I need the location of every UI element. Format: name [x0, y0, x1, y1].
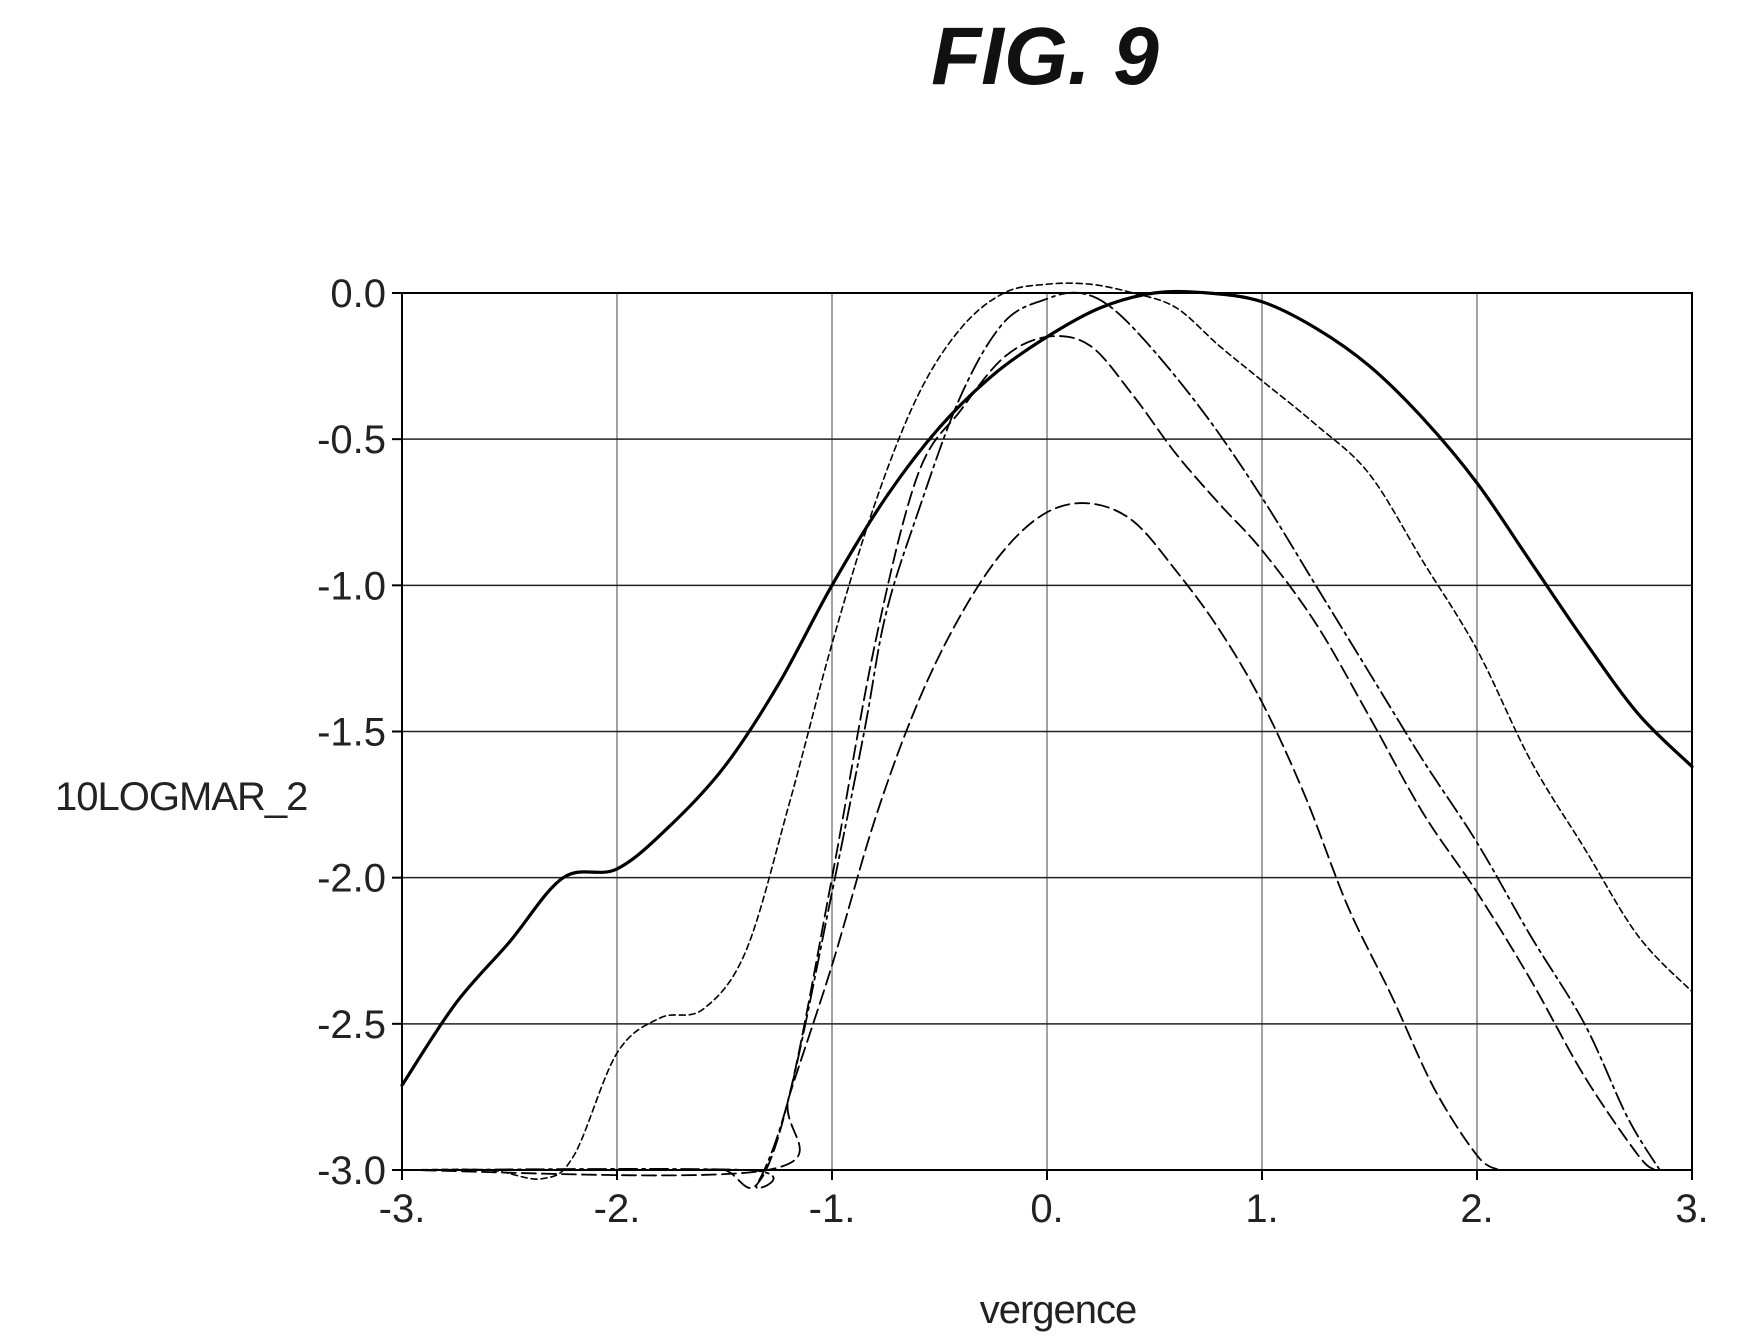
x-tick-label: 3. — [1675, 1187, 1708, 1231]
y-tick-label: -2.0 — [317, 857, 386, 901]
y-tick-label: -3.0 — [317, 1149, 386, 1193]
series-line-1 — [400, 289, 1694, 1087]
plot-frame — [401, 292, 1693, 1171]
y-tick-label: 0.0 — [330, 272, 386, 316]
grid-lines — [392, 292, 1693, 1180]
x-tick-label: -3. — [379, 1187, 426, 1231]
x-tick-label: -1. — [809, 1187, 856, 1231]
series-layer — [400, 282, 1694, 1189]
y-tick-label: -1.5 — [317, 711, 386, 755]
series-line-4 — [401, 291, 1661, 1189]
x-tick-label: 0. — [1030, 1187, 1063, 1231]
y-tick-label: -0.5 — [317, 418, 386, 462]
y-tick-label: -1.0 — [317, 564, 386, 608]
series-line-2 — [401, 282, 1693, 1180]
figure-title: FIG. 9 — [931, 11, 1159, 102]
y-axis-label: 10LOGMAR_2 — [55, 775, 308, 819]
y-tick-label: -2.5 — [317, 1003, 386, 1047]
x-tick-label: 2. — [1460, 1187, 1493, 1231]
tick-labels: -3. -2. -1. 0. 1. 2. 3. 0.0 -0.5 -1.0 -1.5 -2.0 -2.5… — [317, 272, 1709, 1231]
series-line-3 — [401, 335, 1657, 1189]
x-tick-label: 1. — [1245, 1187, 1278, 1231]
x-tick-label: -2. — [594, 1187, 641, 1231]
x-axis-label: vergence — [979, 1288, 1138, 1332]
series-line-5 — [401, 502, 1500, 1177]
